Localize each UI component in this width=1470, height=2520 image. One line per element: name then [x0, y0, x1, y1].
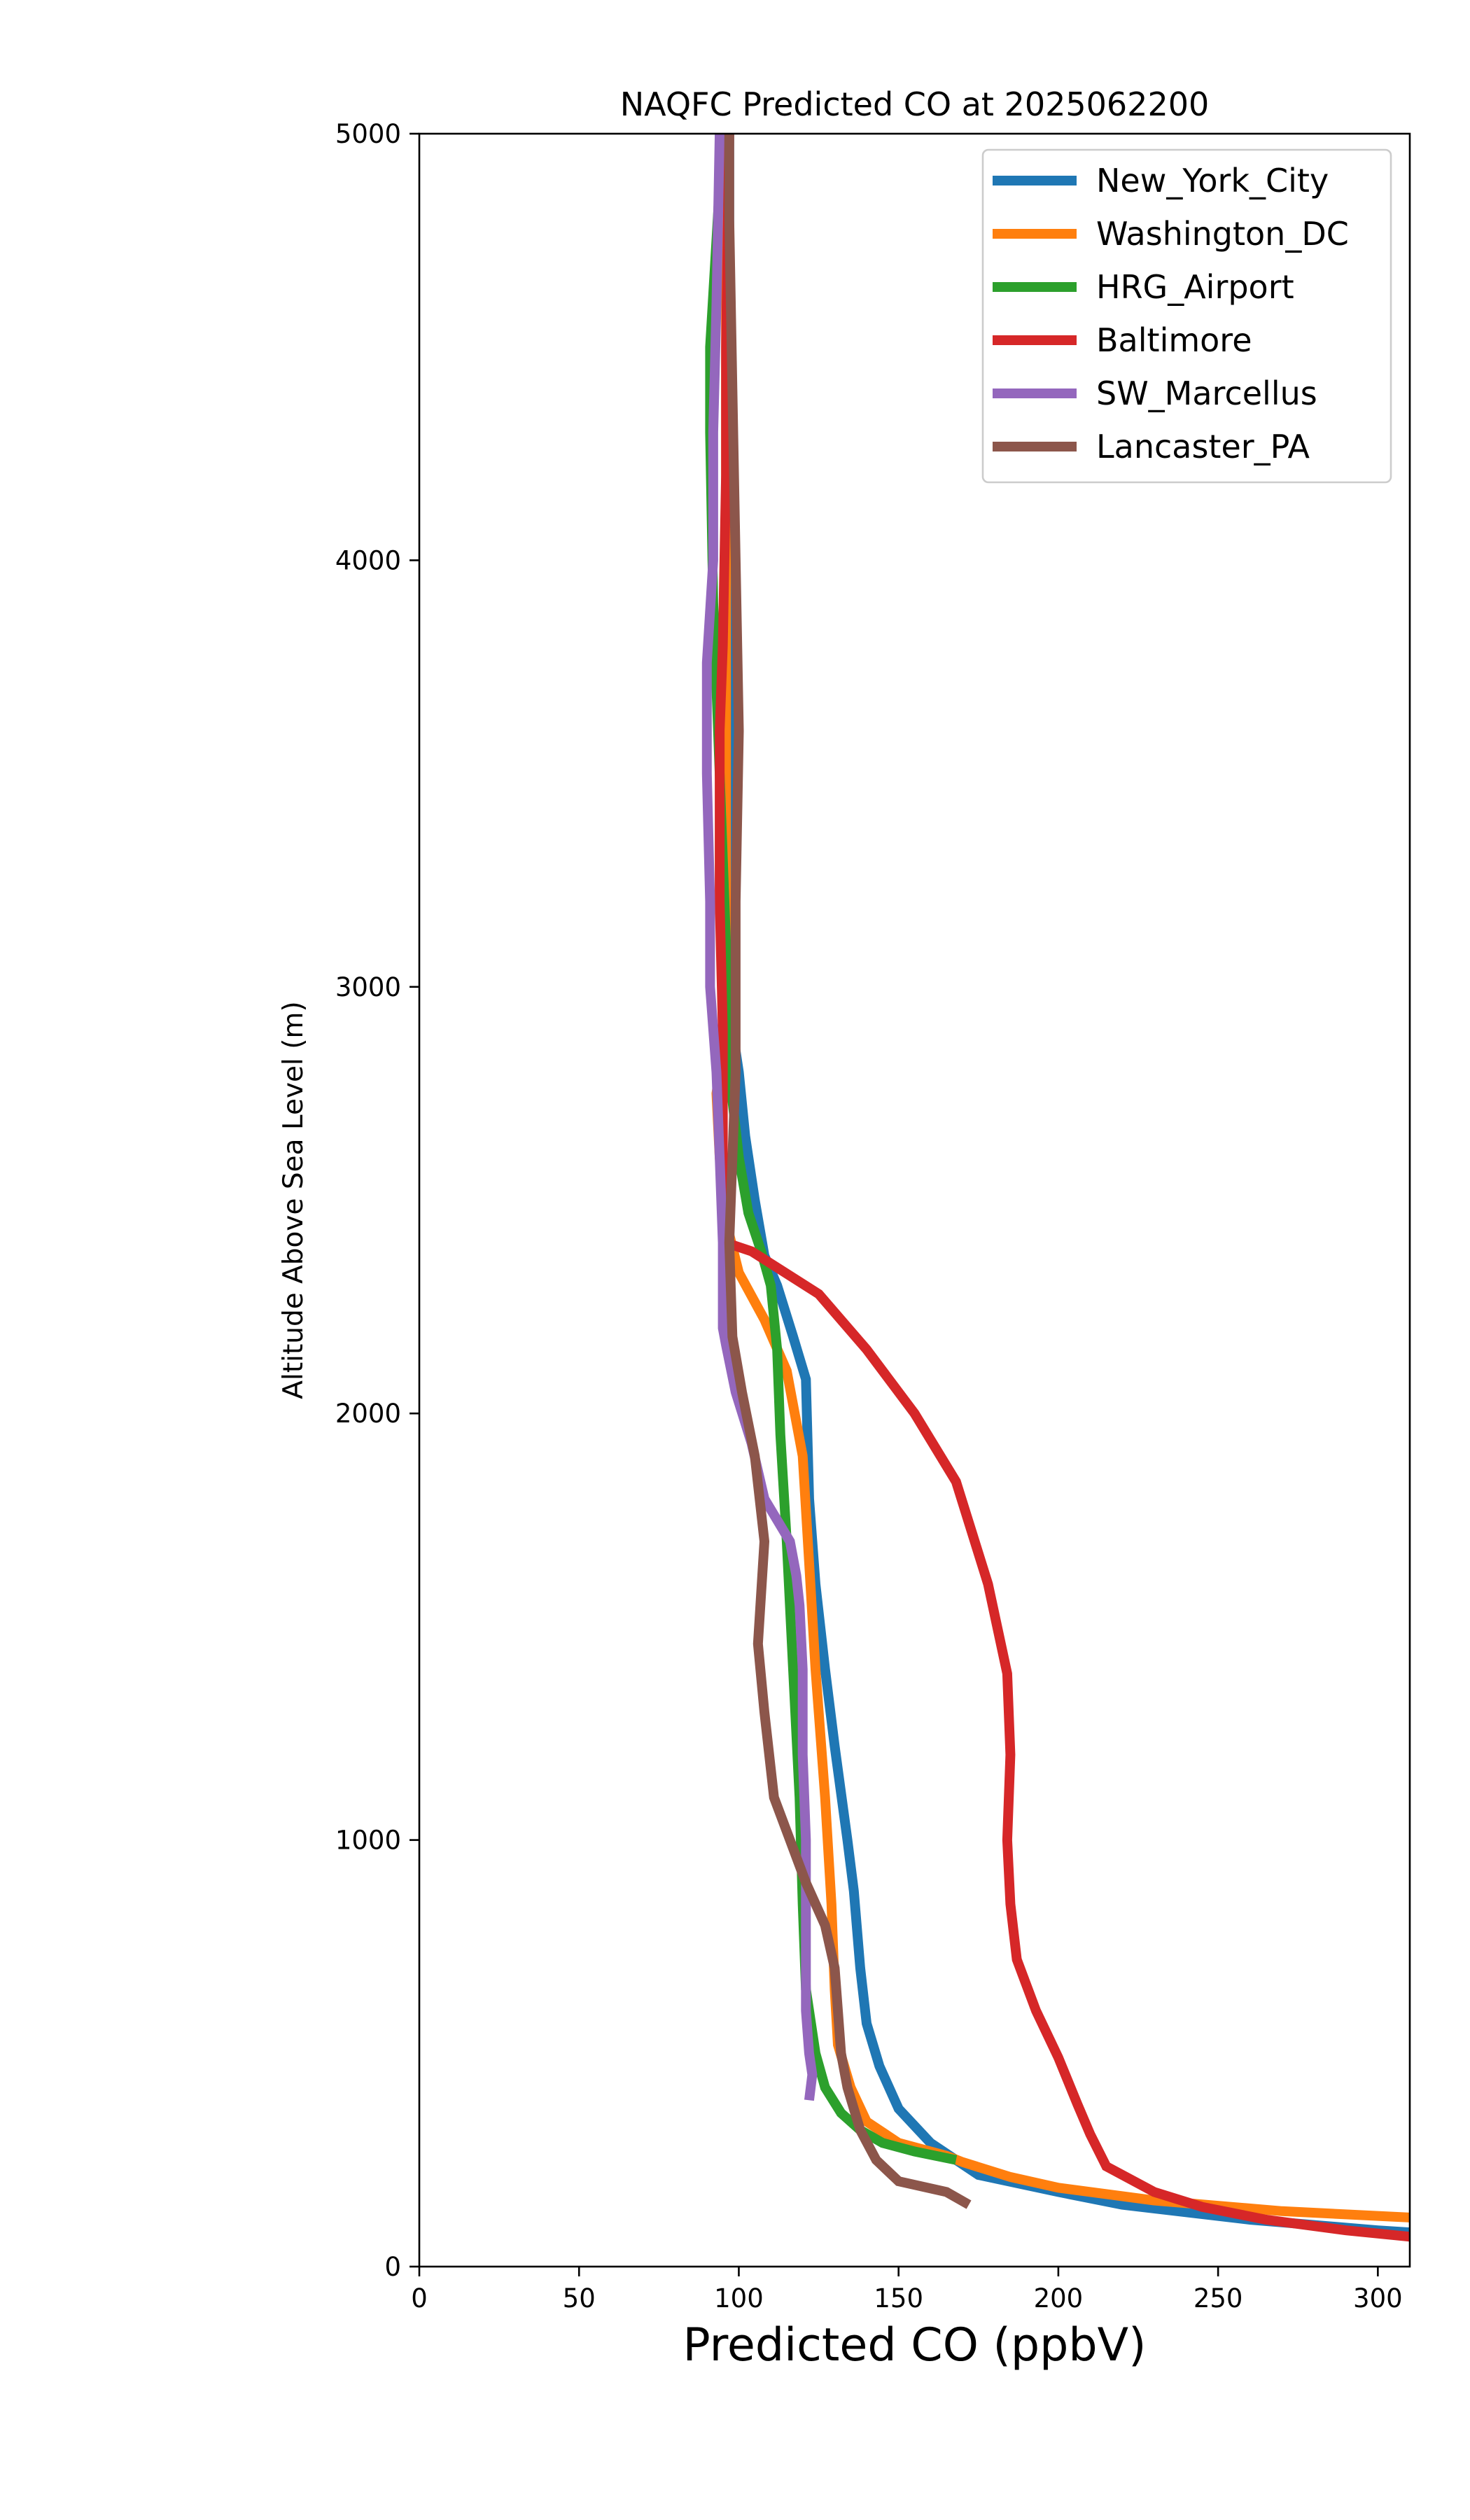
- y-tick-label: 3000: [335, 972, 401, 1002]
- x-tick-label: 50: [563, 2283, 596, 2314]
- series-line-sw-marcellus: [701, 134, 818, 2101]
- legend-label-lancaster-pa: Lancaster_PA: [1096, 428, 1310, 465]
- legend-label-washington-dc: Washington_DC: [1096, 215, 1349, 253]
- series-line-hrg-airport: [705, 134, 958, 2165]
- legend-box: [981, 148, 1392, 484]
- series-layer: [701, 134, 1410, 2242]
- x-tick-label: 0: [411, 2283, 428, 2314]
- x-tick-label: 300: [1353, 2283, 1403, 2314]
- x-tick-label: 250: [1194, 2283, 1243, 2314]
- y-tick-label: 2000: [335, 1399, 401, 1429]
- legend: New_York_City Washington_DC HRG_Airport Bal…: [981, 148, 1392, 484]
- y-axis-label: Altitude Above Sea Level (m): [278, 1001, 309, 1399]
- x-tick-label: 200: [1034, 2283, 1084, 2314]
- plot-frame: [418, 132, 1411, 2268]
- y-tick-label: 4000: [335, 545, 401, 575]
- legend-label-new-york-city: New_York_City: [1096, 162, 1329, 200]
- legend-label-baltimore: Baltimore: [1096, 321, 1252, 359]
- x-tick-label: 150: [874, 2283, 923, 2314]
- x-axis-label: Predicted CO (ppbV): [683, 2319, 1147, 2372]
- legend-label-sw-marcellus: SW_Marcellus: [1096, 374, 1317, 412]
- series-line-baltimore: [715, 134, 1410, 2242]
- y-tick-label: 5000: [335, 119, 401, 149]
- y-tick-label: 0: [384, 2252, 401, 2282]
- series-line-lancaster-pa: [724, 134, 972, 2209]
- chart-title: NAQFC Predicted CO at 2025062200: [620, 85, 1210, 123]
- x-tick-label: 100: [714, 2283, 764, 2314]
- y-tick-label: 1000: [335, 1826, 401, 1856]
- legend-label-hrg-airport: HRG_Airport: [1096, 268, 1294, 306]
